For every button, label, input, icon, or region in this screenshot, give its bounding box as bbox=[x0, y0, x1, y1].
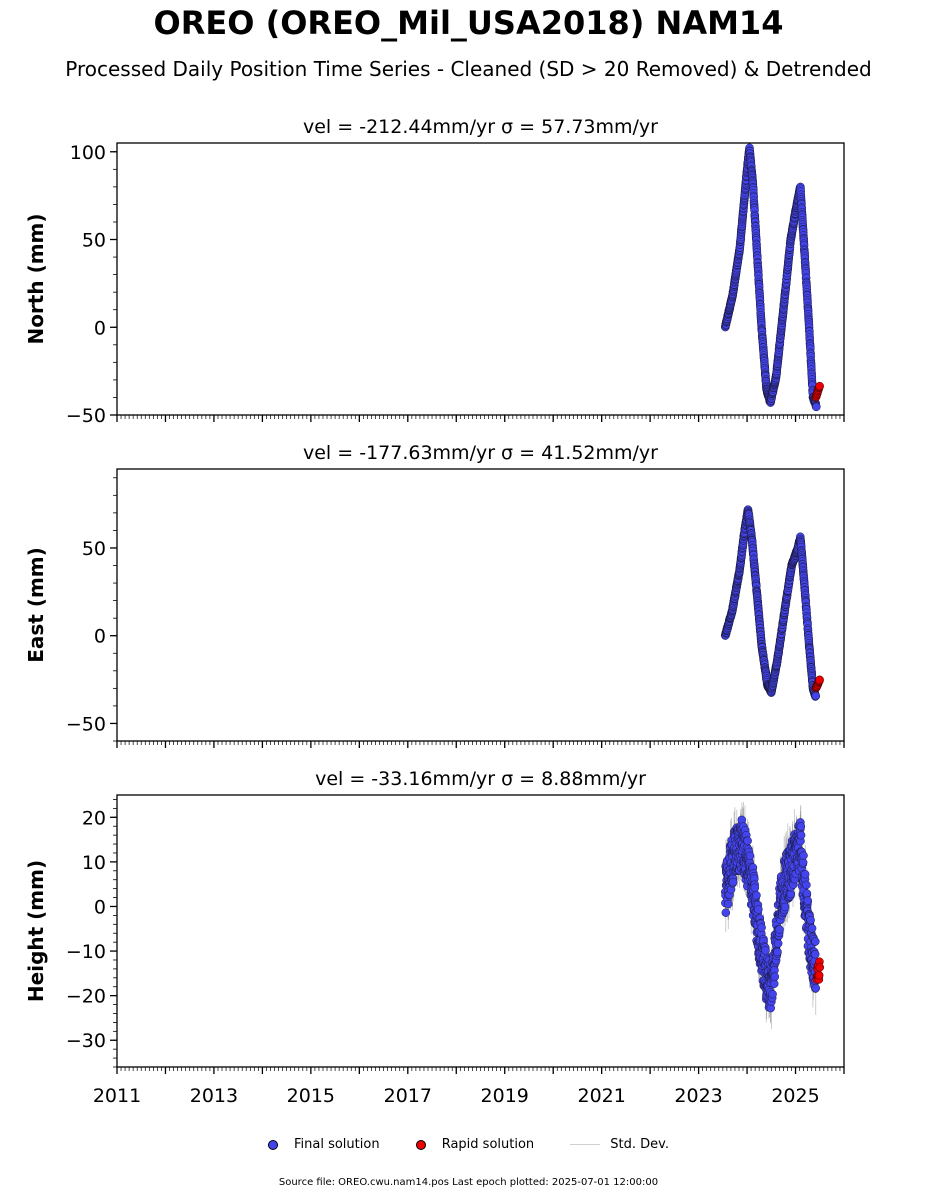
final-point bbox=[773, 939, 783, 948]
y-tick-label: 50 bbox=[82, 538, 106, 560]
legend-stddev-line bbox=[570, 1144, 601, 1145]
final-point bbox=[773, 947, 782, 957]
y-axis-label: North (mm) bbox=[24, 213, 48, 344]
legend-rapid: Rapid solution bbox=[415, 1137, 535, 1152]
rapid-point bbox=[815, 675, 824, 685]
panel-title: vel = -33.16mm/yr σ = 8.88mm/yr bbox=[315, 768, 646, 790]
final-point bbox=[743, 836, 752, 846]
rapid-point bbox=[815, 963, 825, 972]
y-axis-label: East (mm) bbox=[24, 547, 48, 663]
x-tick-label: 2015 bbox=[287, 1085, 335, 1107]
final-point bbox=[807, 924, 817, 933]
final-point bbox=[802, 880, 811, 890]
y-tick-label: −30 bbox=[66, 1030, 106, 1052]
chart-title: OREO (OREO_Mil_USA2018) NAM14 bbox=[153, 4, 784, 42]
y-tick-label: 50 bbox=[82, 230, 106, 252]
final-point bbox=[803, 896, 813, 905]
data-layer bbox=[721, 505, 824, 701]
y-tick-label: 100 bbox=[70, 142, 106, 164]
y-tick-label: 10 bbox=[82, 852, 106, 874]
legend-rapid-label: Rapid solution bbox=[441, 1137, 535, 1152]
legend-stddev: Std. Dev. bbox=[570, 1137, 669, 1152]
rapid-point bbox=[814, 970, 824, 980]
y-tick-label: −10 bbox=[66, 941, 106, 963]
plots-canvas: vel = -212.44mm/yr σ = 57.73mm/yr North (… bbox=[24, 116, 845, 1107]
data-layer bbox=[721, 802, 825, 1029]
final-point bbox=[780, 902, 790, 912]
y-tick-label: 20 bbox=[82, 807, 106, 829]
final-point bbox=[806, 915, 815, 925]
final-point bbox=[811, 983, 821, 993]
panel-title: vel = -177.63mm/yr σ = 41.52mm/yr bbox=[303, 442, 658, 464]
x-tick-label: 2013 bbox=[190, 1085, 238, 1107]
legend-rapid-marker bbox=[415, 1139, 426, 1150]
legend-stddev-label: Std. Dev. bbox=[610, 1137, 669, 1152]
final-point bbox=[768, 989, 777, 999]
final-point bbox=[723, 899, 733, 909]
y-axis-label: Height (mm) bbox=[24, 860, 48, 1002]
final-point bbox=[812, 402, 821, 412]
final-point bbox=[796, 822, 806, 831]
x-tick-label: 2021 bbox=[577, 1085, 625, 1107]
data-layer bbox=[721, 143, 824, 412]
y-tick-label: 0 bbox=[94, 896, 106, 918]
chart-subtitle: Processed Daily Position Time Series - C… bbox=[65, 57, 872, 81]
final-point bbox=[721, 908, 731, 917]
x-tick-label: 2025 bbox=[771, 1085, 819, 1107]
final-point bbox=[775, 925, 784, 934]
final-point bbox=[770, 972, 780, 981]
panel-3: vel = -33.16mm/yr σ = 8.88mm/yr Height (m… bbox=[24, 768, 845, 1107]
final-point bbox=[757, 923, 766, 932]
panel-1: vel = -212.44mm/yr σ = 57.73mm/yr North (… bbox=[24, 116, 845, 427]
final-point bbox=[802, 889, 812, 898]
final-point bbox=[800, 869, 810, 879]
final-point bbox=[761, 946, 770, 955]
legend-final-marker bbox=[267, 1139, 278, 1150]
final-point bbox=[810, 950, 820, 959]
panel-title: vel = -212.44mm/yr σ = 57.73mm/yr bbox=[303, 116, 658, 138]
final-point bbox=[750, 883, 760, 893]
final-point bbox=[770, 979, 779, 988]
source-footer: Source file: OREO.cwu.nam14.pos Last epo… bbox=[278, 1177, 659, 1188]
y-tick-label: −50 bbox=[66, 405, 106, 427]
y-tick-label: 0 bbox=[94, 317, 106, 339]
legend-final-label: Final solution bbox=[293, 1137, 380, 1152]
final-point bbox=[811, 937, 820, 946]
x-tick-label: 2023 bbox=[674, 1085, 722, 1107]
y-tick-label: −50 bbox=[66, 713, 106, 735]
x-tick-label: 2017 bbox=[384, 1085, 432, 1107]
final-point bbox=[754, 905, 763, 914]
x-tick-label: 2019 bbox=[481, 1085, 529, 1107]
rapid-point bbox=[815, 381, 824, 391]
final-point bbox=[799, 851, 808, 860]
final-point bbox=[728, 877, 738, 887]
legend-final: Final solution bbox=[267, 1137, 380, 1152]
y-tick-label: −20 bbox=[66, 986, 106, 1008]
x-tick-label: 2011 bbox=[93, 1085, 141, 1107]
final-point bbox=[752, 891, 761, 900]
panel-2: vel = -177.63mm/yr σ = 41.52mm/yr East (m… bbox=[24, 442, 845, 748]
final-point bbox=[811, 691, 821, 701]
y-tick-label: 0 bbox=[94, 626, 106, 648]
final-point bbox=[745, 851, 755, 861]
legend: Final solution Rapid solution Std. Dev. bbox=[0, 1137, 937, 1152]
final-point bbox=[796, 830, 806, 840]
